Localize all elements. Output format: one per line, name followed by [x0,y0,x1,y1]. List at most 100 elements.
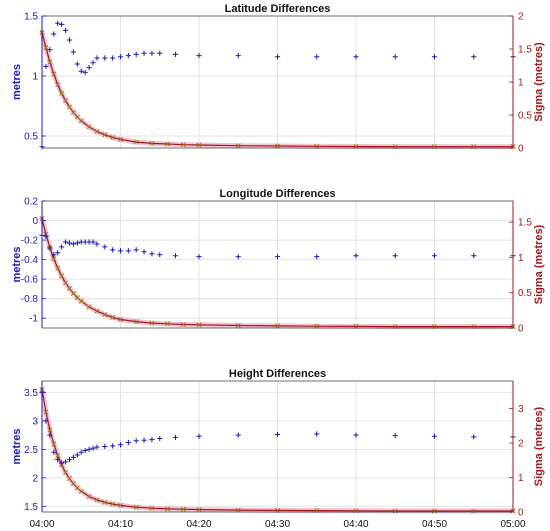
difference-point [133,247,139,253]
difference-point [314,431,320,437]
sigma-point [117,136,124,142]
difference-point [110,247,116,253]
difference-point [82,447,88,454]
difference-point [66,37,73,43]
difference-point [157,435,163,442]
sigma-point [51,441,57,447]
difference-point [117,248,124,254]
sigma-point [94,497,100,503]
sigma-point [471,508,477,514]
difference-point [51,252,57,258]
sigma-point [86,493,92,500]
difference-point [149,251,155,257]
sigma-point [110,501,116,507]
difference-point [149,437,155,443]
x-tick-label: 04:20 [186,519,211,530]
y2-tick-label: 0 [518,324,524,335]
y-tick-label: 3 [32,416,38,427]
sigma-point [74,295,80,301]
difference-point [78,68,84,74]
sigma-point [180,506,186,512]
sigma-point [180,321,186,327]
difference-point [66,240,73,246]
sigma-point [117,502,124,508]
difference-point [353,432,359,438]
sigma-point [63,280,69,286]
difference-point [392,433,398,439]
difference-point [133,51,139,57]
y-tick-label: 1.5 [24,502,38,513]
sigma-point [70,109,76,115]
sigma-point [117,317,124,323]
difference-point [70,49,76,55]
difference-point [196,53,202,59]
y2-tick-label: 1 [518,473,524,484]
y2-axis-label: Sigma (metres) [533,42,545,122]
y2-tick-label: 0 [518,144,524,155]
y2-tick-label: 0.5 [518,111,532,122]
difference-point [51,449,57,455]
sigma-point [47,427,53,433]
sigma-point [196,142,202,148]
y2-tick-label: 1 [518,78,524,89]
difference-point [90,60,96,66]
difference-point [70,454,76,460]
difference-point [47,245,53,251]
difference-point [149,50,155,56]
sigma-point [392,508,398,514]
sigma-point [47,59,53,65]
y2-tick-label: 0.5 [518,288,532,299]
chart-panel-2: -1 -0.8 -0.6 -0.4 -0.2 0 0.2 0 0.5 1 1.5 Longitude … [11,188,545,335]
sigma-point [51,256,57,262]
difference-point [125,439,131,446]
difference-point [74,240,80,246]
difference-point [117,54,124,60]
sigma-point [66,285,72,292]
y-tick-label: 1 [32,72,38,83]
sigma-point [74,485,80,491]
sigma-point [431,508,438,514]
difference-point [90,445,96,451]
y-tick-label: 0.2 [24,197,38,208]
sigma-point [102,312,108,318]
difference-point [102,244,108,250]
difference-point [431,54,438,60]
difference-point [274,54,281,60]
sigma-point [94,308,100,314]
sigma-point [149,320,155,326]
sigma-point [235,323,241,329]
difference-point [196,433,202,439]
difference-point [70,241,76,247]
difference-point [110,443,116,449]
sigma-point [59,273,65,279]
x-tick-label: 04:10 [108,519,133,530]
sigma-point [102,132,108,138]
difference-point [235,254,241,260]
difference-point [274,431,281,438]
sigma-point [78,488,84,494]
sigma-point [165,321,171,327]
y-axis-label: metres [11,64,23,100]
sigma-point [94,128,100,135]
difference-point [59,460,65,466]
difference-point [102,443,108,450]
sigma-point [86,124,92,130]
difference-point [74,452,80,458]
sigma-point [74,114,80,120]
difference-point [274,254,281,260]
difference-point [157,252,163,258]
y-tick-label: 0 [32,216,38,227]
sigma-point [63,97,69,103]
y2-axis-label: Sigma (metres) [533,406,545,486]
y2-tick-label: 1.5 [518,45,532,56]
y-tick-label: -0.2 [21,236,39,247]
difference-point [471,253,477,259]
difference-point [55,20,61,26]
sigma-point [55,452,61,458]
difference-point [110,55,116,61]
y-tick-label: 0.5 [24,132,38,143]
sigma-point [196,507,202,513]
y-tick-label: -0.6 [21,275,39,286]
difference-point [133,438,139,444]
